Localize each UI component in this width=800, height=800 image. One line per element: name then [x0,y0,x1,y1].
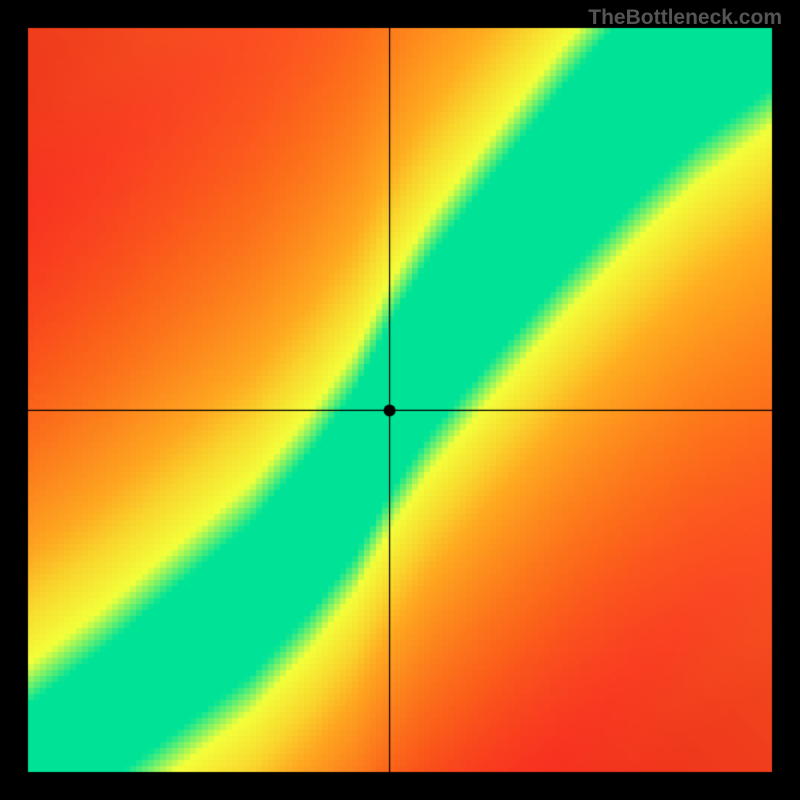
watermark-text: TheBottleneck.com [588,6,782,30]
bottleneck-heatmap [0,0,800,800]
chart-container: TheBottleneck.com [0,0,800,800]
